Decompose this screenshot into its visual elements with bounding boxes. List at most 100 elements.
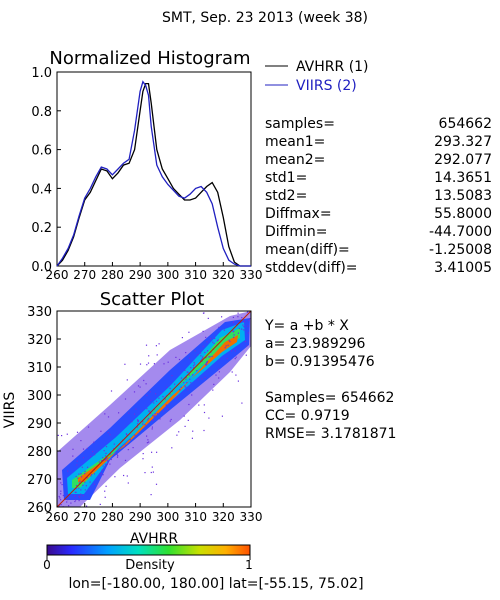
- scatter-speck: [105, 458, 107, 460]
- scatter-speck: [201, 358, 203, 360]
- scatter-speck: [125, 433, 127, 435]
- scatter-speck: [75, 491, 77, 493]
- series-line-avhrr: [56, 82, 251, 267]
- regression-a: a= 23.989296: [265, 336, 366, 352]
- scatter-speck: [91, 473, 93, 476]
- scatter-speck: [205, 336, 207, 338]
- scatter-speck: [218, 371, 220, 373]
- scatter-speck: [102, 465, 104, 467]
- scatter-speck: [237, 316, 239, 318]
- histogram-title: Normalized Histogram: [49, 48, 250, 69]
- scatter-speck: [104, 490, 106, 492]
- scatter-y-tick-label: 270: [27, 473, 52, 488]
- scatter-ticks: 260 270 280 290 300 310 320 330 260 270 280 290 300 3…: [27, 305, 262, 524]
- scatter-speck: [76, 464, 78, 466]
- scatter-speck: [131, 421, 133, 423]
- scatter-speck: [158, 397, 160, 399]
- scatter-speck: [156, 354, 158, 356]
- scatter-x-tick-label: 300: [156, 510, 179, 524]
- scatter-speck: [139, 386, 141, 388]
- stat-value-diffmin: -44.7000: [429, 224, 492, 240]
- hist-x-tick-label: 290: [129, 268, 152, 282]
- scatter-speck: [186, 382, 188, 384]
- scatter-speck: [192, 430, 194, 432]
- scatter-speck: [146, 408, 148, 410]
- scatter-speck: [211, 355, 213, 357]
- stat-label-stddev-diff: stddev(diff)=: [265, 260, 358, 276]
- scatter-x-tick-label: 320: [212, 510, 235, 524]
- scatter-speck: [155, 393, 157, 395]
- scatter-speck: [76, 460, 78, 462]
- scatter-speck: [232, 316, 234, 318]
- scatter-speck: [60, 499, 62, 501]
- scatter-speck: [62, 494, 64, 497]
- scatter-speck: [187, 371, 189, 373]
- scatter-speck: [189, 378, 191, 380]
- scatter-y-tick-label: 320: [27, 333, 52, 348]
- scatter-speck: [151, 426, 153, 428]
- scatter-density-cloud: [57, 311, 251, 507]
- scatter-speck: [152, 420, 154, 422]
- scatter-speck: [178, 431, 180, 433]
- scatter-speck: [105, 452, 107, 454]
- scatter-speck: [59, 497, 61, 499]
- scatter-speck: [212, 341, 214, 343]
- scatter-speck: [116, 453, 118, 455]
- scatter-speck: [184, 369, 186, 371]
- hist-x-tick-label: 320: [212, 268, 235, 282]
- scatter-speck: [205, 356, 207, 358]
- scatter-speck: [206, 341, 208, 343]
- scatter-speck: [106, 457, 108, 459]
- scatter-speck: [234, 358, 236, 360]
- scatter-speck: [100, 472, 102, 474]
- scatter-speck: [202, 356, 204, 358]
- scatter-speck: [228, 339, 230, 341]
- scatter-speck: [67, 470, 69, 472]
- scatter-speck: [124, 363, 126, 365]
- scatter-speck: [233, 321, 235, 323]
- scatter-speck: [203, 429, 205, 432]
- scatter-speck: [104, 413, 106, 415]
- scatter-speck: [204, 376, 206, 379]
- scatter-speck: [167, 361, 169, 363]
- scatter-speck: [57, 434, 59, 436]
- scatter-speck: [151, 451, 153, 453]
- scatter-speck: [157, 413, 159, 415]
- scatter-speck: [202, 312, 205, 314]
- regression-summary: Y= a +b * X a= 23.989296 b= 0.91395476 S…: [264, 318, 396, 442]
- scatter-speck: [79, 480, 81, 482]
- scatter-speck: [193, 365, 195, 367]
- scatter-speck: [167, 408, 169, 410]
- histogram-ticks: 260 270 280 290 300 310 320 330 0.0 0.2 0.4 0.6 0.8 1…: [31, 66, 262, 282]
- scatter-frame: [56, 310, 252, 508]
- scatter-speck: [205, 364, 208, 366]
- hist-y-tick-label: 0.2: [31, 221, 52, 236]
- scatter-speck: [80, 493, 82, 495]
- scatter-speck: [162, 396, 164, 398]
- stat-label-std1: std1=: [265, 170, 307, 186]
- scatter-speck: [79, 495, 81, 497]
- scatter-speck: [185, 386, 187, 388]
- scatter-speck: [193, 367, 195, 369]
- density-band-high: [72, 328, 240, 488]
- scatter-x-tick-label: 310: [184, 510, 207, 524]
- scatter-speck: [188, 357, 191, 359]
- scatter-speck: [134, 434, 136, 436]
- scatter-speck: [126, 379, 128, 381]
- scatter-speck: [85, 485, 87, 487]
- scatter-speck: [203, 404, 205, 406]
- stat-value-samples: 654662: [439, 116, 492, 132]
- scatter-speck: [61, 484, 63, 486]
- scatter-speck: [109, 453, 111, 455]
- stat-value-std2: 13.5083: [434, 188, 492, 204]
- scatter-speck: [137, 423, 139, 425]
- scatter-speck: [169, 393, 171, 395]
- scatter-speck: [167, 407, 169, 410]
- hist-y-tick-label: 0.0: [31, 260, 52, 275]
- scatter-speck: [205, 364, 207, 366]
- stat-value-mean1: 293.327: [434, 134, 492, 150]
- scatter-speck: [159, 418, 161, 420]
- scatter-speck: [147, 419, 149, 421]
- scatter-speck: [155, 483, 158, 485]
- scatter-speck: [246, 345, 248, 347]
